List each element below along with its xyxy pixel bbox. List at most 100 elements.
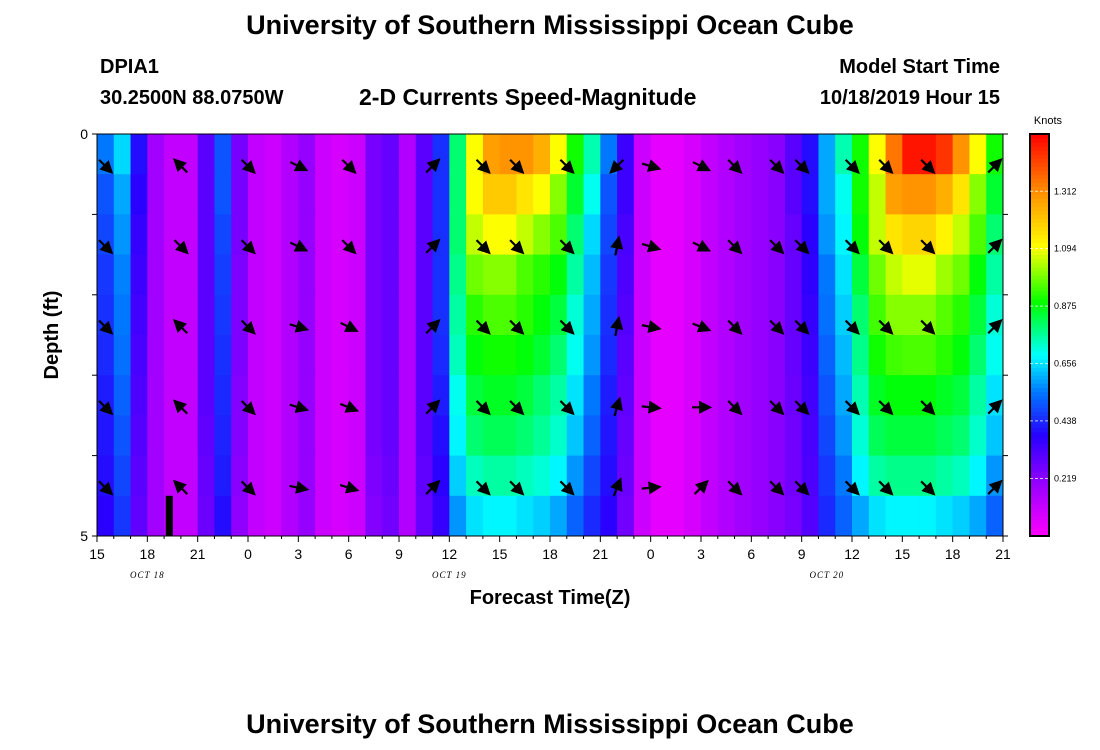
heatmap-cell [969, 455, 987, 497]
current-vector-arrow [728, 542, 741, 555]
colorbar-swatch [1030, 359, 1049, 364]
x-tick-label: 0 [244, 546, 252, 562]
heatmap-cell [919, 495, 937, 536]
heatmap-cell [298, 375, 316, 416]
heatmap-cell [818, 335, 836, 376]
current-vector-arrow [794, 400, 810, 416]
current-vector-arrow [98, 239, 114, 255]
heatmap-cell [415, 415, 434, 457]
colorbar-swatch [1030, 258, 1049, 264]
colorbar-swatch [1030, 290, 1049, 296]
heatmap-cell [835, 415, 853, 457]
station-coords: 30.2500N 88.0750W [100, 87, 284, 109]
colorbar-swatch [1030, 210, 1049, 215]
colorbar-swatch [1030, 162, 1049, 167]
heatmap-cell [701, 254, 719, 296]
heatmap-cell [751, 495, 769, 536]
colorbar-swatch [1030, 335, 1049, 340]
current-vector-arrow [727, 480, 743, 496]
heatmap-cell [835, 134, 853, 175]
heatmap-cell [130, 375, 148, 416]
heatmap-cell [482, 415, 501, 457]
heatmap-cell [768, 294, 786, 336]
heatmap-cell [751, 134, 769, 175]
heatmap-cell [868, 294, 887, 336]
heatmap-cell [684, 495, 702, 536]
heatmap-cell [281, 214, 299, 256]
heatmap-cell [382, 134, 400, 175]
heatmap-cell [986, 174, 1003, 215]
current-vector-arrow [641, 239, 662, 253]
colorbar-swatch [1030, 423, 1049, 429]
x-tick-label: 15 [492, 546, 508, 562]
heatmap-cell [650, 294, 669, 336]
heatmap-cell [902, 254, 920, 296]
heatmap-cell [264, 134, 283, 175]
colorbar-swatch [1030, 427, 1049, 433]
heatmap-cell [633, 134, 652, 175]
current-vector-arrow [770, 542, 783, 555]
heatmap-cell [466, 214, 484, 256]
colorbar-swatch [1030, 222, 1049, 228]
heatmap-cell [315, 134, 333, 175]
heatmap-cell [231, 254, 249, 296]
x-tick-label: 3 [294, 546, 302, 562]
colorbar-swatch [1030, 379, 1049, 384]
current-vector-arrow [794, 239, 810, 255]
colorbar-swatch [1030, 302, 1049, 308]
heatmap-cell [331, 254, 350, 296]
heatmap-cell [533, 294, 551, 336]
heatmap-cell [197, 134, 216, 175]
current-vector-arrow [339, 400, 360, 413]
colorbar-swatch [1030, 455, 1049, 461]
x-tick-label: 9 [798, 546, 806, 562]
heatmap-cell [516, 495, 534, 536]
heatmap-cell [365, 455, 383, 497]
heatmap-cell [298, 415, 316, 457]
heatmap-cell [248, 495, 266, 536]
current-vector-arrow [98, 400, 114, 416]
heatmap-cell [113, 455, 132, 497]
heatmap-cell [650, 375, 669, 416]
heatmap-cell [667, 495, 685, 536]
current-vector-arrow [425, 479, 441, 495]
heatmap-cell [952, 174, 971, 215]
current-vector-arrow [844, 480, 860, 496]
current-vector-arrow [610, 315, 624, 336]
heatmap-cell [751, 375, 769, 416]
colorbar-swatch [1030, 322, 1049, 328]
heatmap-cell [986, 294, 1003, 336]
colorbar-swatch [1030, 495, 1049, 501]
heatmap-cell [164, 375, 182, 416]
heatmap-cell [667, 375, 685, 416]
current-vector-arrow [341, 239, 357, 255]
heatmap-cell [147, 495, 165, 536]
x-tick-label: 9 [395, 546, 403, 562]
heatmap-cell [331, 415, 350, 457]
heatmap-cell [432, 455, 450, 497]
current-vector-arrow [341, 158, 357, 175]
heatmap-cell [952, 455, 971, 497]
current-vector-arrow [509, 239, 525, 255]
heatmap-cell [935, 455, 954, 497]
heatmap-cell [147, 415, 165, 457]
heatmap-cell [650, 335, 669, 376]
x-tick-label: 21 [190, 546, 206, 562]
heatmap-cell [382, 455, 400, 497]
heatmap-cell [164, 294, 182, 336]
colorbar-swatch [1030, 439, 1049, 445]
colorbar-swatch [1030, 411, 1049, 416]
heatmap-cell [466, 495, 484, 536]
heatmap-cell [147, 214, 165, 256]
current-vector-arrow [559, 400, 575, 416]
heatmap-cell [147, 335, 165, 376]
heatmap-cell [331, 335, 350, 376]
heatmap-cell [533, 495, 551, 536]
heatmap-cell [248, 174, 266, 215]
current-vector-arrow [175, 542, 188, 555]
colorbar-swatch [1030, 507, 1049, 513]
heatmap-cell [852, 415, 870, 457]
current-vector-arrow [509, 319, 525, 335]
current-vector-arrow [641, 400, 662, 414]
heatmap-cell [952, 375, 971, 416]
